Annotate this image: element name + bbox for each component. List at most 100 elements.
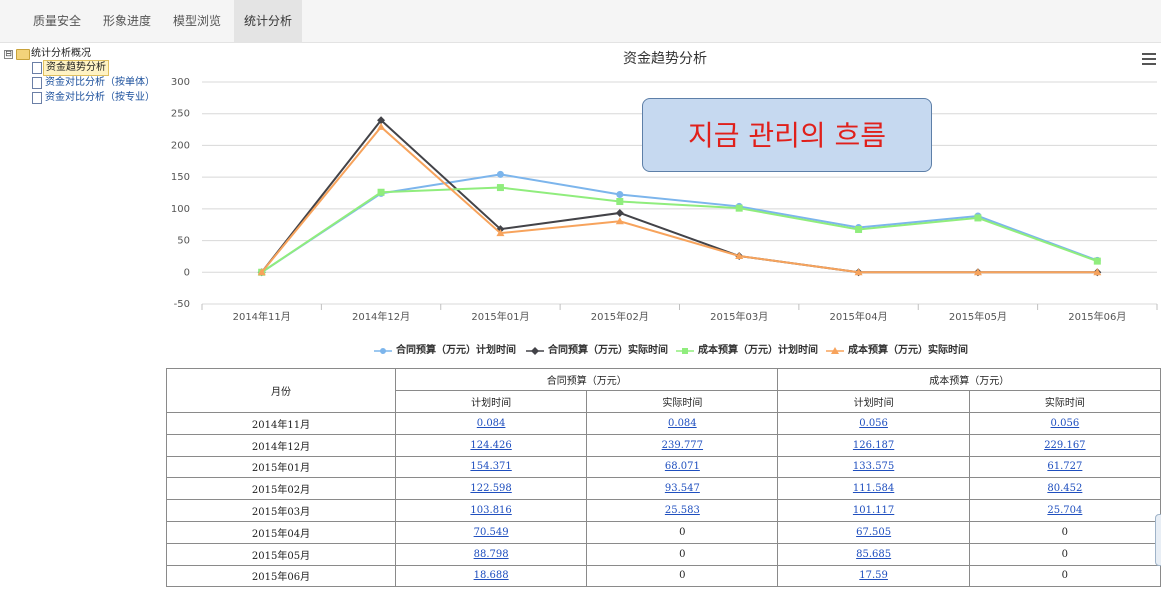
month-cell: 2014年11月 (166, 412, 396, 435)
tab-statistics[interactable]: 统计分析 (234, 0, 302, 42)
value-link[interactable]: 70.549 (473, 526, 509, 538)
value-cell: 0.056 (777, 412, 970, 435)
value-cell: 0.084 (394, 412, 588, 435)
value-link[interactable]: 133.575 (852, 461, 895, 473)
value-link[interactable]: 61.727 (1047, 461, 1083, 473)
chart-menu-icon[interactable] (1142, 53, 1156, 65)
value-cell: 122.598 (394, 477, 588, 501)
value-link[interactable]: 0.056 (1050, 417, 1080, 429)
month-cell: 2015年04月 (166, 520, 396, 544)
value-link[interactable]: 25.704 (1047, 505, 1083, 517)
value-link[interactable]: 103.816 (470, 505, 512, 517)
value-link[interactable]: 101.117 (852, 505, 895, 517)
sub-header: 计划时间 (394, 390, 588, 413)
value-link[interactable]: 17.59 (859, 570, 888, 582)
tree-item-label[interactable]: 资金对比分析（按专业） (45, 92, 155, 103)
value-cell: 68.071 (586, 455, 779, 479)
value-cell: 88.798 (394, 542, 588, 566)
table-row: 2014年12月 124.426 239.777 126.187 229.167 (166, 433, 1161, 457)
value-cell: 85.685 (777, 542, 970, 566)
value-cell: 103.816 (394, 499, 588, 522)
value-link[interactable]: 80.452 (1047, 483, 1083, 495)
data-point[interactable] (377, 116, 386, 125)
data-point[interactable] (496, 170, 504, 178)
table-body: 2014年11月 0.084 0.084 0.056 0.056 2014年12月 124.… (166, 412, 1161, 588)
x-tick-label: 2015年06月 (1068, 310, 1126, 323)
y-tick-label: 250 (171, 109, 190, 120)
value-link[interactable]: 18.688 (473, 570, 509, 582)
month-cell: 2015年02月 (166, 477, 396, 501)
month-cell: 2014年12月 (166, 433, 396, 457)
x-tick-label: 2015年04月 (829, 310, 887, 323)
series-line[interactable] (260, 125, 1098, 274)
value-link[interactable]: 124.426 (470, 439, 512, 451)
y-tick-label: 150 (171, 172, 190, 183)
value-link[interactable]: 88.798 (473, 548, 509, 560)
data-point[interactable] (735, 204, 743, 212)
data-point[interactable] (854, 268, 863, 276)
data-point[interactable] (496, 184, 504, 192)
table-row: 2015年06月 18.688 0 17.59 0 (166, 564, 1161, 588)
series-line[interactable] (261, 173, 1098, 274)
value-link[interactable]: 111.584 (852, 483, 895, 495)
group-header-contract: 合同预算（万元） (394, 368, 779, 391)
value-link[interactable]: 0.084 (476, 417, 506, 429)
value-link[interactable]: 154.371 (470, 461, 512, 473)
value-cell: 80.452 (968, 477, 1161, 501)
data-point[interactable] (616, 198, 624, 206)
month-cell: 2015年06月 (166, 564, 396, 588)
data-point[interactable] (735, 251, 744, 259)
y-tick-label: 50 (177, 236, 190, 247)
data-point[interactable] (496, 229, 505, 237)
value-link[interactable]: 239.777 (661, 439, 704, 451)
value-link[interactable]: 93.547 (664, 483, 700, 495)
data-point[interactable] (616, 191, 624, 199)
data-point[interactable] (615, 208, 624, 217)
value-link[interactable]: 68.071 (664, 461, 700, 473)
value-link[interactable]: 0.084 (668, 417, 697, 429)
tab-quality-safety[interactable]: 质量安全 (32, 14, 81, 28)
month-cell: 2015年01月 (166, 455, 396, 479)
value-cell: 93.547 (586, 477, 779, 501)
tab-model-browse[interactable]: 模型浏览 (172, 14, 221, 28)
value-cell: 70.549 (394, 520, 588, 544)
value-cell: 126.187 (777, 433, 970, 457)
value-cell: 0.084 (586, 412, 779, 435)
collapse-toggle-icon[interactable]: ⊟ (4, 49, 13, 59)
tree-item-label[interactable]: 资金趋势分析 (43, 60, 109, 76)
legend-marker-triangle-icon (826, 347, 844, 354)
legend-marker-circle-icon (374, 348, 392, 354)
data-point[interactable] (257, 268, 266, 276)
data-point[interactable] (377, 188, 385, 196)
data-table: 月份 合同预算（万元） 成本预算（万元） 计划时间 实际时间 计划时间 实际时间… (166, 368, 1161, 588)
value-link[interactable]: 25.583 (664, 505, 700, 517)
value-link[interactable]: 229.167 (1044, 439, 1086, 451)
value-link[interactable]: 126.187 (852, 439, 895, 451)
value-cell: 124.426 (394, 433, 588, 457)
tab-progress[interactable]: 形象进度 (102, 14, 151, 28)
value-cell: 0.056 (968, 412, 1161, 435)
value-link[interactable]: 85.685 (856, 548, 892, 560)
data-point[interactable] (1093, 268, 1102, 276)
tree-item-label[interactable]: 资金对比分析（按单体） (45, 77, 155, 88)
table-row: 2014年11月 0.084 0.084 0.056 0.056 (166, 412, 1161, 435)
x-tick-label: 2014年11月 (233, 310, 291, 323)
file-icon (32, 62, 42, 74)
value-link[interactable]: 67.505 (856, 526, 892, 538)
data-point[interactable] (974, 214, 982, 222)
series-line[interactable] (261, 186, 1098, 274)
file-icon (32, 77, 42, 89)
data-point[interactable] (615, 217, 624, 225)
tree-root-label[interactable]: 统计分析概况 (31, 48, 91, 59)
data-point[interactable] (1093, 257, 1101, 265)
month-header: 月份 (166, 368, 396, 413)
value-link[interactable]: 0.056 (859, 417, 888, 429)
table-row: 2015年02月 122.598 93.547 111.584 80.452 (166, 477, 1161, 501)
value-cell: 133.575 (777, 455, 970, 479)
side-scroll-handle[interactable] (1155, 514, 1161, 566)
data-point[interactable] (855, 225, 863, 233)
data-point[interactable] (377, 122, 386, 130)
data-point[interactable] (973, 268, 982, 276)
value-link[interactable]: 122.598 (470, 483, 512, 495)
y-tick-label: 300 (171, 77, 190, 88)
